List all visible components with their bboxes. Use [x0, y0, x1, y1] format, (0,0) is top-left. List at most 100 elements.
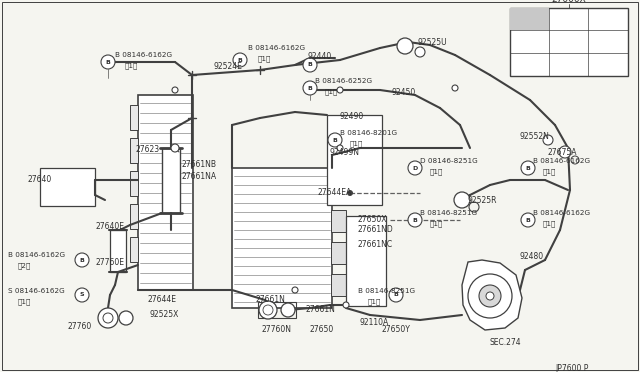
Text: 27661NC: 27661NC	[358, 240, 393, 249]
Text: S: S	[80, 292, 84, 298]
Text: 92525X: 92525X	[150, 310, 179, 319]
Circle shape	[337, 87, 343, 93]
Text: B 08146-6252G: B 08146-6252G	[315, 78, 372, 84]
Circle shape	[521, 213, 535, 227]
Text: （1）: （1）	[430, 168, 444, 174]
Circle shape	[233, 53, 247, 67]
Text: B 08146-6162G: B 08146-6162G	[248, 45, 305, 51]
Bar	[130, 204, 138, 229]
Text: B 08146-6162G: B 08146-6162G	[8, 252, 65, 258]
Text: B: B	[413, 218, 417, 222]
Text: 92525U: 92525U	[418, 38, 447, 47]
Text: 27650: 27650	[310, 325, 334, 334]
Text: SEC.274: SEC.274	[490, 338, 522, 347]
Circle shape	[415, 47, 425, 57]
Text: 92490: 92490	[340, 112, 364, 121]
Circle shape	[479, 285, 501, 307]
Text: （1）: （1）	[325, 88, 339, 94]
Circle shape	[328, 133, 342, 147]
Bar	[138, 95, 193, 290]
Text: （1）: （1）	[350, 140, 364, 147]
Circle shape	[408, 161, 422, 175]
Text: 92552N: 92552N	[520, 132, 550, 141]
Text: （1）: （1）	[543, 168, 556, 174]
Text: （1）: （1）	[430, 220, 444, 227]
Text: JP7600 P: JP7600 P	[555, 364, 588, 372]
Text: （1）: （1）	[258, 55, 271, 62]
Circle shape	[337, 145, 343, 151]
Text: B: B	[394, 292, 399, 298]
Text: B: B	[333, 138, 337, 142]
Text: 27623: 27623	[135, 145, 159, 154]
Polygon shape	[462, 260, 522, 330]
Text: B 08146-8201G: B 08146-8201G	[340, 130, 397, 136]
Bar	[258, 302, 296, 318]
Circle shape	[98, 308, 118, 328]
Text: B 08146-6162G: B 08146-6162G	[115, 52, 172, 58]
Text: B: B	[308, 62, 312, 67]
Circle shape	[389, 288, 403, 302]
Text: 27650Y: 27650Y	[382, 325, 411, 334]
Bar	[130, 171, 138, 196]
Text: 27650X: 27650X	[358, 215, 387, 224]
Bar	[232, 168, 332, 308]
Text: 27760: 27760	[68, 322, 92, 331]
Text: 92524E: 92524E	[213, 62, 242, 71]
Text: 27661N: 27661N	[305, 305, 335, 314]
Text: B: B	[308, 86, 312, 90]
Circle shape	[559, 146, 571, 158]
Text: 27760N: 27760N	[262, 325, 292, 334]
Circle shape	[543, 135, 553, 145]
Bar	[331, 242, 346, 264]
Text: B: B	[525, 166, 531, 170]
Text: （1）: （1）	[125, 62, 138, 68]
Text: 27644EA: 27644EA	[318, 188, 352, 197]
Circle shape	[171, 144, 179, 152]
Bar	[331, 274, 346, 296]
Text: B: B	[525, 218, 531, 222]
Bar	[40, 168, 95, 206]
Circle shape	[343, 302, 349, 308]
Circle shape	[292, 287, 298, 293]
Text: （2）: （2）	[18, 262, 31, 269]
Text: 92480: 92480	[520, 252, 544, 261]
Circle shape	[454, 192, 470, 208]
Circle shape	[303, 81, 317, 95]
Text: 27640: 27640	[28, 175, 52, 184]
Circle shape	[468, 274, 512, 318]
Text: D: D	[412, 166, 418, 170]
Circle shape	[101, 55, 115, 69]
Text: 27760E: 27760E	[95, 258, 124, 267]
Circle shape	[172, 87, 178, 93]
Text: D 08146-8251G: D 08146-8251G	[420, 158, 477, 164]
Text: B 08146-8251G: B 08146-8251G	[420, 210, 477, 216]
Circle shape	[347, 190, 353, 196]
Circle shape	[259, 301, 277, 319]
Bar	[130, 237, 138, 262]
Circle shape	[75, 288, 89, 302]
Text: 27675A: 27675A	[548, 148, 577, 157]
Circle shape	[408, 213, 422, 227]
Text: 92499N: 92499N	[330, 148, 360, 157]
Text: B 08146-6162G: B 08146-6162G	[533, 210, 590, 216]
Text: B: B	[106, 60, 111, 64]
Bar	[130, 138, 138, 163]
Circle shape	[397, 38, 413, 54]
Circle shape	[281, 303, 295, 317]
Bar	[130, 105, 138, 130]
Text: 27644E: 27644E	[148, 295, 177, 304]
Text: B 08146-6162G: B 08146-6162G	[533, 158, 590, 164]
Bar	[162, 148, 180, 213]
Bar	[327, 115, 382, 205]
Text: （1）: （1）	[543, 220, 556, 227]
Bar	[510, 8, 549, 30]
Circle shape	[119, 311, 133, 325]
Text: B: B	[237, 58, 243, 62]
Circle shape	[521, 161, 535, 175]
Bar	[331, 178, 346, 200]
Text: 27661N: 27661N	[255, 295, 285, 304]
Text: 27661NA: 27661NA	[182, 172, 217, 181]
Text: 92525R: 92525R	[468, 196, 497, 205]
Text: 27661ND: 27661ND	[358, 225, 394, 234]
Text: B 08146-8251G: B 08146-8251G	[358, 288, 415, 294]
